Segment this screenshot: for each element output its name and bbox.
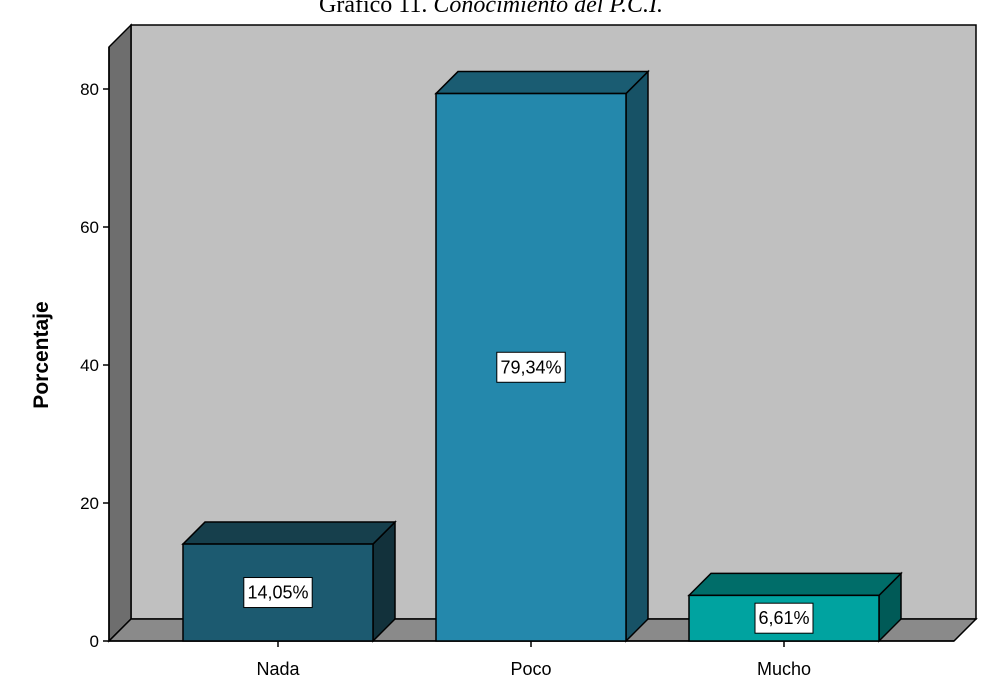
data-label-poco: 79,34% [500,357,561,377]
y-tick-label-80: 80 [80,80,99,99]
chart-title-italic: Conocimiento del P.C.I. [433,0,663,18]
data-label-box-nada [243,577,313,609]
x-label-mucho: Mucho [757,659,811,679]
bar-top-nada [181,521,397,545]
y-tick-label-60: 60 [80,218,99,237]
chart-title: Gráfico 11. Conocimiento del P.C.I. [0,0,982,25]
bar-top-mucho [687,572,903,597]
data-label-box-mucho [754,602,814,634]
x-label-nada: Nada [256,659,300,679]
data-label-mucho: 6,61% [758,608,809,628]
bar-top-poco [434,70,650,95]
data-label-box-poco [496,351,566,383]
side-wall [108,23,132,643]
y-tick-label-20: 20 [80,494,99,513]
x-axis-labels: Nada Poco Mucho [256,641,811,679]
data-label-nada: 14,05% [247,583,308,603]
x-label-poco: Poco [510,659,551,679]
bar-side-poco [625,69,649,643]
y-axis-label: Porcentaje [30,301,53,408]
y-tick-label-0: 0 [90,632,99,651]
chart-title-prefix: Gráfico 11. [319,0,434,18]
bars: 14,05% 79,34% 6,61% [181,69,903,643]
y-tick-label-40: 40 [80,356,99,375]
